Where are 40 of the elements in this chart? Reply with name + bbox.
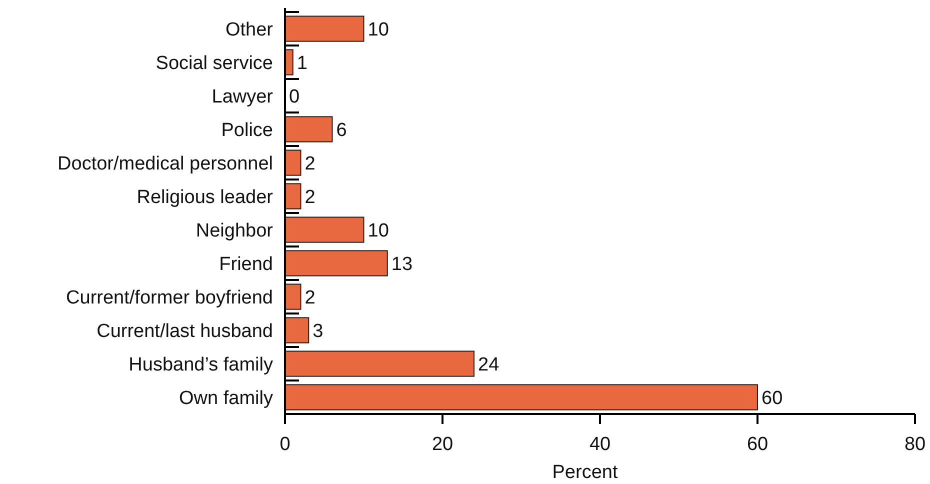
data-label: 13 (391, 254, 413, 275)
x-tick-label: 60 (746, 434, 768, 455)
bar (284, 116, 333, 142)
data-label: 0 (289, 86, 300, 108)
x-tick-label: 20 (432, 434, 454, 455)
data-label: 6 (336, 120, 347, 141)
bar (284, 284, 302, 310)
y-tick-label: Husband’s family (128, 354, 274, 376)
data-label: 10 (368, 19, 389, 40)
data-label: 2 (304, 186, 316, 208)
bar (284, 16, 364, 42)
bar (284, 150, 302, 176)
bar (284, 317, 310, 344)
y-tick-label: Lawyer (212, 86, 274, 108)
y-tick-label: Doctor/medical personnel (58, 153, 273, 174)
data-label: 10 (368, 220, 389, 242)
y-tick-label: Neighbor (196, 220, 274, 242)
y-tick-label: Social service (156, 52, 273, 74)
data-label: 24 (478, 354, 500, 376)
x-axis-title: Percent (552, 462, 618, 483)
y-tick-label: Current/former boyfriend (66, 287, 273, 308)
y-tick-label: Other (225, 19, 274, 40)
data-label: 3 (312, 320, 324, 342)
x-tick-label: 0 (280, 434, 290, 455)
bar (284, 183, 302, 210)
x-tick-label: 80 (904, 434, 926, 455)
data-label: 2 (304, 287, 316, 308)
data-label: 60 (762, 388, 783, 409)
y-tick-label: Current/last husband (96, 320, 273, 342)
data-label: 1 (296, 52, 308, 74)
y-tick-label: Religious leader (136, 186, 274, 208)
bar (284, 216, 364, 243)
bar (284, 384, 758, 410)
y-tick-label: Friend (219, 254, 273, 275)
bar (284, 350, 474, 377)
y-tick-label: Police (221, 120, 273, 141)
bar (284, 250, 388, 276)
data-label: 2 (304, 153, 316, 174)
x-tick-label: 40 (589, 434, 611, 455)
y-tick-label: Own family (179, 388, 274, 409)
